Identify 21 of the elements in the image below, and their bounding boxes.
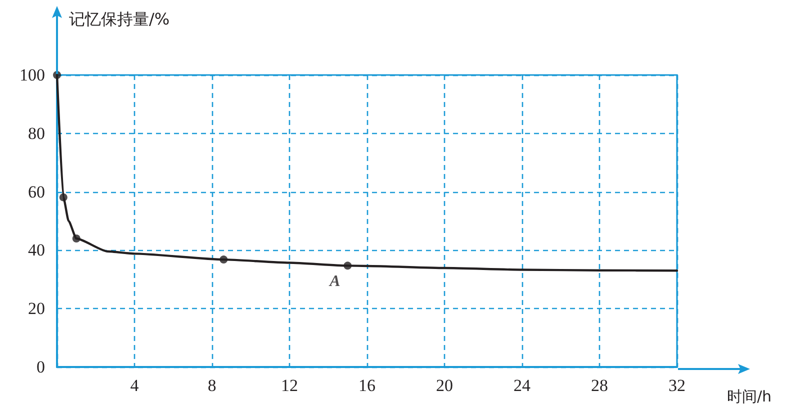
y-tick-label: 80 [28, 124, 45, 143]
x-tick-label: 4 [130, 376, 140, 395]
y-tick-label: 60 [28, 182, 45, 202]
point [220, 256, 228, 264]
x-tick-label: 28 [591, 376, 608, 395]
x-axis-title: 时间/h [727, 388, 772, 404]
point [72, 234, 80, 243]
x-tick-label: 24 [514, 376, 531, 395]
y-tick-label: 0 [36, 358, 45, 376]
x-tick-label: 32 [668, 376, 686, 395]
x-tick-label: 12 [281, 376, 298, 395]
y-axis-title: 记忆保持量/% [69, 10, 170, 28]
point [344, 262, 352, 270]
y-tick-label: 20 [28, 299, 45, 318]
x-tick-label: 20 [436, 376, 453, 395]
y-tick-label: 40 [28, 240, 45, 260]
x-tick-label: 16 [358, 376, 376, 395]
y-tick-label: 100 [20, 66, 45, 84]
annotation: A [328, 273, 341, 290]
x-tick-label: 8 [208, 376, 216, 395]
point [59, 193, 68, 202]
